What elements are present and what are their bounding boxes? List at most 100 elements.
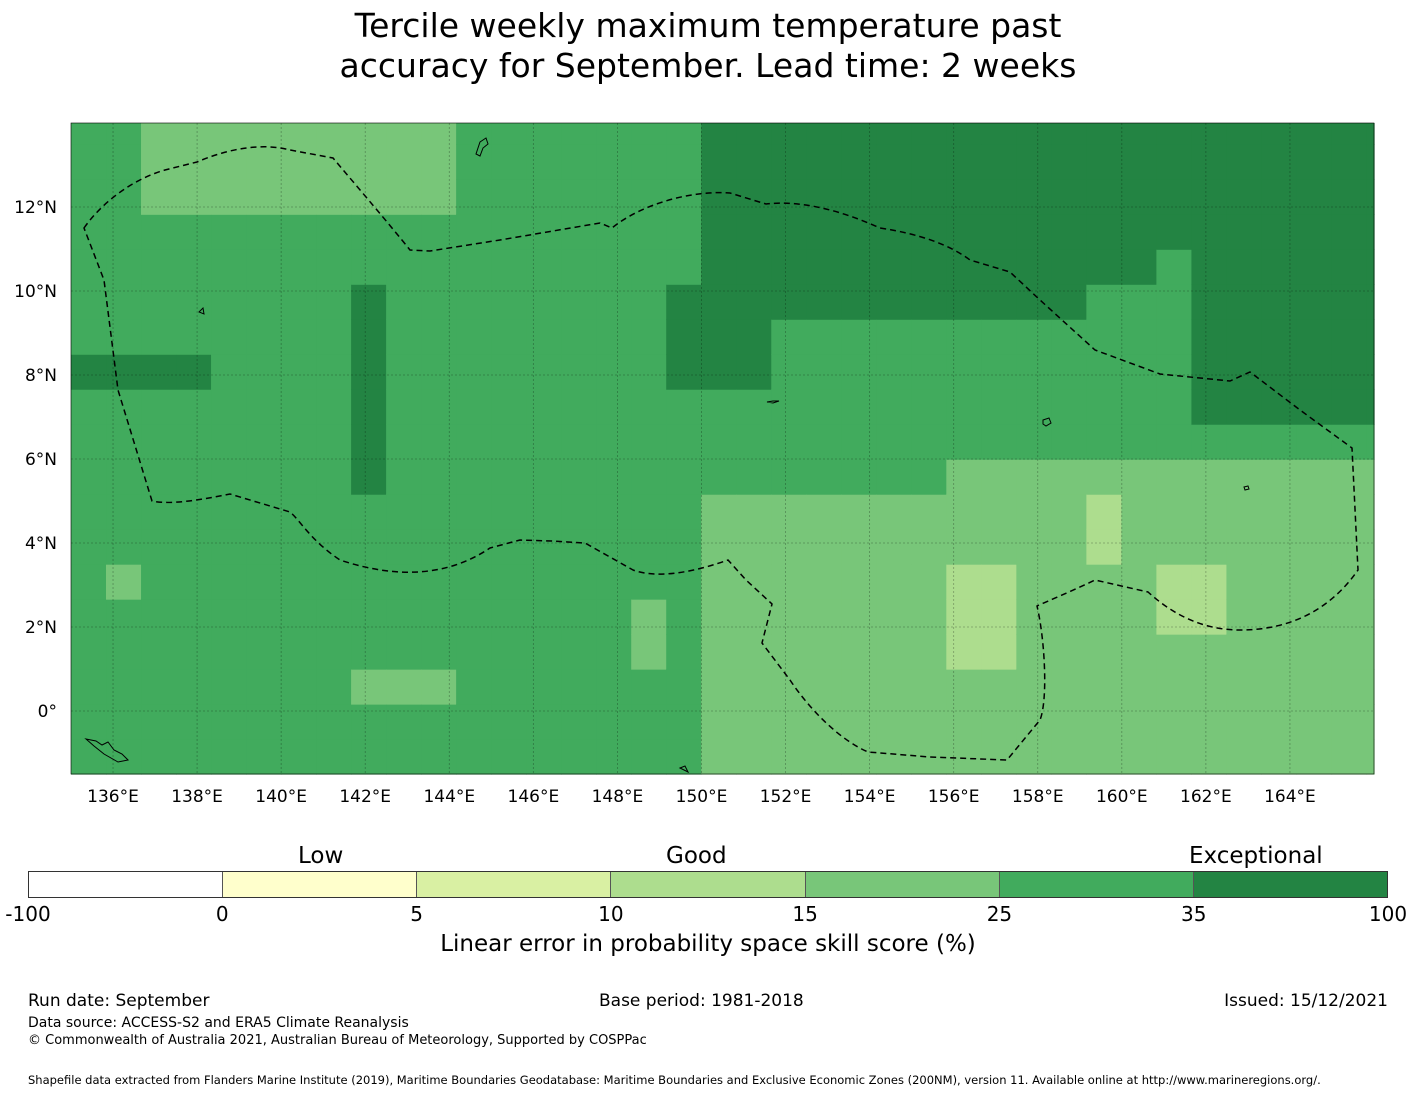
new-guinea-coastline: [84, 738, 130, 763]
grid-cell: [876, 389, 912, 425]
grid-cell: [806, 459, 842, 495]
grid-cell: [491, 739, 527, 775]
longitude-labels: 136°E 138°E 140°E 142°E 144°E 146°E 148°E 150°E…: [87, 787, 1316, 807]
grid-cell: [561, 144, 597, 180]
legend-exceptional-label: Exceptional: [1189, 843, 1323, 869]
grid-cell: [1226, 179, 1263, 215]
grid-cell: [211, 494, 247, 530]
grid-cell: [841, 284, 877, 320]
grid-cell: [981, 739, 1017, 775]
grid-cell: [876, 424, 912, 460]
grid-cell: [701, 634, 737, 670]
latitude-label: 2°N: [25, 618, 57, 638]
grid-cell: [736, 179, 772, 215]
grid-cell: [106, 599, 142, 635]
grid-cell: [386, 249, 422, 285]
grid-cell: [1226, 704, 1263, 740]
grid-cell: [1296, 564, 1333, 600]
grid-cell: [736, 424, 772, 460]
grid-cell: [561, 214, 597, 250]
grid-cell: [561, 179, 597, 215]
grid-cell: [1366, 144, 1375, 180]
grid-cell: [526, 564, 562, 600]
longitude-label: 146°E: [508, 787, 560, 807]
grid-cell: [1261, 123, 1298, 145]
grid-cell: [281, 144, 317, 180]
grid-cell: [456, 669, 492, 705]
grid-cell: [1366, 529, 1375, 565]
grid-cell: [141, 424, 177, 460]
grid-cell: [281, 284, 317, 320]
grid-cell: [561, 424, 597, 460]
longitude-label: 144°E: [423, 787, 475, 807]
grid-cell: [1121, 459, 1157, 495]
grid-cell: [1296, 123, 1333, 145]
grid-cell: [176, 249, 212, 285]
grid-cell: [946, 599, 982, 635]
shapefile-credit: Shapefile data extracted from Flanders M…: [28, 1073, 1321, 1087]
grid-cell: [176, 599, 212, 635]
grid-cell: [1156, 123, 1193, 145]
grid-cell: [316, 669, 352, 705]
grid-cell: [141, 494, 177, 530]
eez-boundary: [83, 146, 1359, 761]
grid-cell: [1366, 123, 1375, 145]
grid-cell: [911, 284, 947, 320]
grid-cell: [1331, 739, 1368, 775]
grid-cell: [246, 214, 282, 250]
grid-cell: [596, 144, 632, 180]
map-title: Tercile weekly maximum temperature past …: [0, 6, 1416, 86]
grid-cell: [176, 284, 212, 320]
grid-cell: [911, 424, 947, 460]
grid-cell: [106, 354, 142, 390]
grid-cell: [876, 599, 912, 635]
grid-cell: [526, 389, 562, 425]
grid-cell: [386, 599, 422, 635]
grid-cell: [1051, 704, 1087, 740]
grid-cell: [421, 494, 457, 530]
grid-cell: [631, 634, 667, 670]
grid-cell: [841, 669, 877, 705]
grid-cell: [526, 459, 562, 495]
grid-cell: [1296, 529, 1333, 565]
grid-cell: [106, 494, 142, 530]
grid-cell: [1121, 704, 1157, 740]
grid-cell: [631, 529, 667, 565]
grid-cell: [876, 529, 912, 565]
grid-cell: [1191, 704, 1228, 740]
latitude-label: 12°N: [14, 198, 57, 218]
grid-cell: [1366, 704, 1375, 740]
grid-cell: [141, 123, 177, 145]
grid-cell: [561, 494, 597, 530]
grid-cell: [456, 599, 492, 635]
grid-cell: [771, 249, 807, 285]
palau-coastline: [198, 306, 205, 315]
grid-cell: [1121, 144, 1157, 180]
grid-cell: [1086, 669, 1122, 705]
grid-cell: [981, 214, 1017, 250]
grid-cell: [281, 123, 317, 145]
grid-cell: [491, 634, 527, 670]
grid-cell: [1121, 179, 1157, 215]
grid-cell: [1016, 599, 1052, 635]
grid-cell: [596, 459, 632, 495]
grid-cell: [666, 494, 702, 530]
grid-cell: [701, 284, 737, 320]
grid-cell: [806, 669, 842, 705]
grid-cell: [1226, 564, 1263, 600]
colorbar-segment: [1192, 872, 1387, 897]
grid-cell: [911, 669, 947, 705]
grid-cell: [736, 739, 772, 775]
grid-cell: [1331, 319, 1368, 355]
grid-cell: [1086, 424, 1122, 460]
grid-cell: [1121, 249, 1157, 285]
grid-cell: [1051, 389, 1087, 425]
grid-cell: [946, 249, 982, 285]
grid-cell: [876, 354, 912, 390]
map-border: [70, 122, 1375, 775]
grid-cell: [841, 354, 877, 390]
grid-cell: [771, 354, 807, 390]
grid-cell: [946, 459, 982, 495]
grid-cell: [421, 319, 457, 355]
grid-cell: [1296, 634, 1333, 670]
